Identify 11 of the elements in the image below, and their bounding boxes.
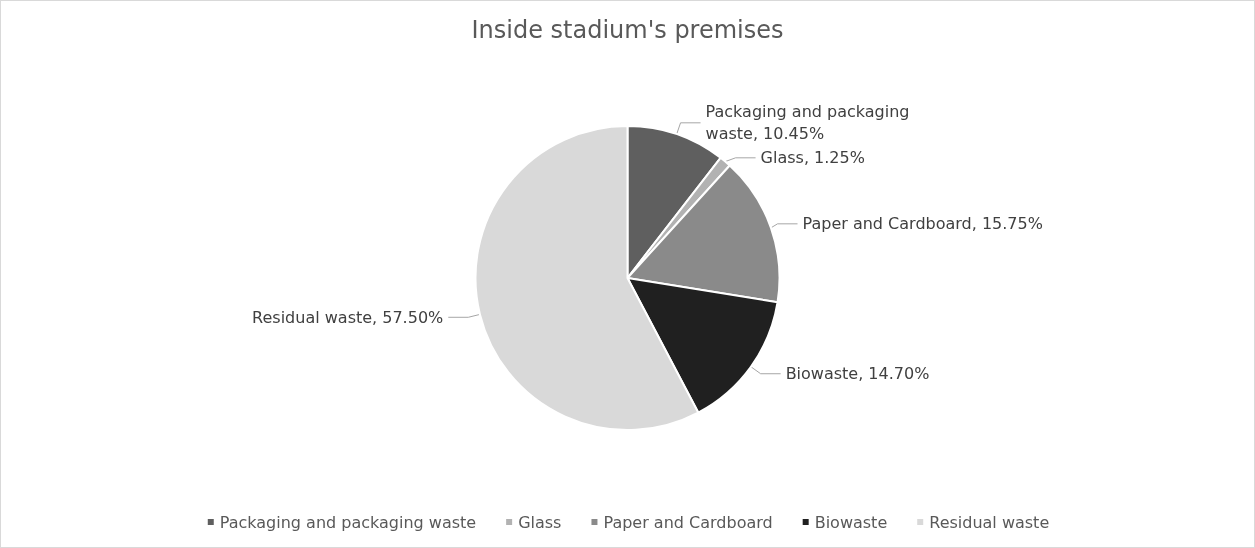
data-label: Glass, 1.25% <box>760 148 865 168</box>
data-label: Biowaste, 14.70% <box>785 364 930 384</box>
legend-label: Residual waste <box>929 512 1050 532</box>
data-label: Paper and Cardboard, 15.75% <box>802 214 1043 234</box>
data-label: Residual waste, 57.50% <box>252 307 444 327</box>
legend-label: Paper and Cardboard <box>603 512 773 532</box>
legend-label: Biowaste <box>814 512 888 532</box>
legend-label: Glass <box>518 512 562 532</box>
legend-label: Packaging and packaging waste <box>219 512 477 532</box>
chart-title: Inside stadium's premises <box>471 16 784 44</box>
data-label: Packaging and packaging waste, 10.45% <box>705 102 915 144</box>
